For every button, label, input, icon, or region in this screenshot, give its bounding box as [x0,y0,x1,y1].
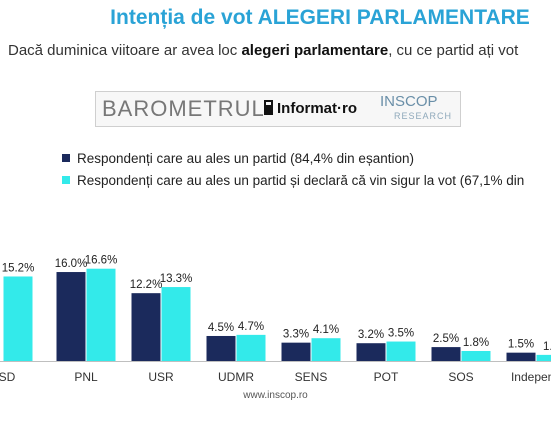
chart-legend: Respondenți care au ales un partid (84,4… [62,147,524,191]
bar-pnl-series2 [86,268,116,361]
bar-usr-series1 [131,293,161,361]
legend-swatch-series1 [62,154,70,162]
x-tick-label-udmr: UDMR [218,370,254,384]
data-label-pnl-series2: 16.6% [85,255,118,267]
legend-label-series1: Respondenți care au ales un partid (84,4… [77,150,414,166]
bar-sos-series1 [431,347,461,361]
x-tick-label-sos: SOS [448,370,473,384]
data-label-pot-series2: 3.5% [388,328,414,340]
barometrul-logo: BAROMETRUL [102,96,265,121]
legend-item-series2: Respondenți care au ales un partid și de… [62,169,524,191]
subtitle-text-1: Dacă duminica viitoare ar avea loc [8,42,242,59]
subtitle-text-3: , cu ce partid ați vot [388,42,519,59]
data-label-independ-series2: 1.1 [543,341,551,353]
informat-logo-text: Informat·ro [277,100,357,117]
title-text-2: ALEGERI PARLAMENTARE [257,6,530,29]
data-label-udmr-series1: 4.5% [208,322,234,334]
legend-swatch-series2 [62,176,70,184]
bar-udmr-series1 [206,335,236,361]
informat-i-icon [264,100,273,115]
x-tick-label-pot: POT [374,370,399,384]
title-text-1: Intenția de vot [110,6,258,29]
chart-title: Intenția de vot ALEGERI PARLAMENTARE [0,6,551,30]
inscop-logo: INSCOP RESEARCH [380,93,453,123]
data-label-usr-series2: 13.3% [160,273,193,285]
data-label-pot-series1: 3.2% [358,329,384,341]
data-label-psd-series2: 15.2% [2,262,35,274]
data-label-pnl-series1: 16.0% [55,258,88,270]
inscop-logo-subtext: RESEARCH [394,111,453,121]
bar-sos-series2 [461,350,491,361]
data-label-usr-series1: 12.2% [130,279,163,291]
footer-url: www.inscop.ro [243,390,308,401]
chart-subtitle: Dacă duminica viitoare ar avea loc alege… [8,42,518,59]
data-label-sos-series1: 2.5% [433,333,459,345]
bar-independ-series1 [506,352,536,361]
bar-udmr-series2 [236,334,266,361]
data-label-udmr-series2: 4.7% [238,321,264,333]
x-tick-label-independ: Independ [511,370,551,384]
subtitle-text-2: alegeri parlamentare [241,42,389,59]
bar-psd-series2 [3,276,33,361]
legend-item-series1: Respondenți care au ales un partid (84,4… [62,147,524,169]
bar-sens-series2 [311,338,341,361]
bar-pnl-series1 [56,272,86,361]
bar-pot-series1 [356,343,386,361]
logo-banner: BAROMETRUL Informat·ro INSCOP RESEARCH [95,91,461,127]
data-label-sens-series1: 3.3% [283,329,309,341]
data-label-independ-series1: 1.5% [508,339,534,351]
bar-independ-series2 [536,354,551,361]
inscop-logo-text: INSCOP [380,93,438,110]
bar-pot-series2 [386,341,416,361]
bar-sens-series1 [281,342,311,361]
x-tick-label-pnl: PNL [74,370,98,384]
legend-label-series2: Respondenți care au ales un partid și de… [77,172,525,188]
informat-logo: Informat·ro [264,100,357,117]
bar-usr-series2 [161,287,191,361]
x-tick-label-psd: PSD [0,370,16,384]
data-label-sos-series2: 1.8% [463,337,489,349]
x-tick-label-usr: USR [148,370,174,384]
data-label-sens-series2: 4.1% [313,324,339,336]
x-tick-label-sens: SENS [295,370,328,384]
